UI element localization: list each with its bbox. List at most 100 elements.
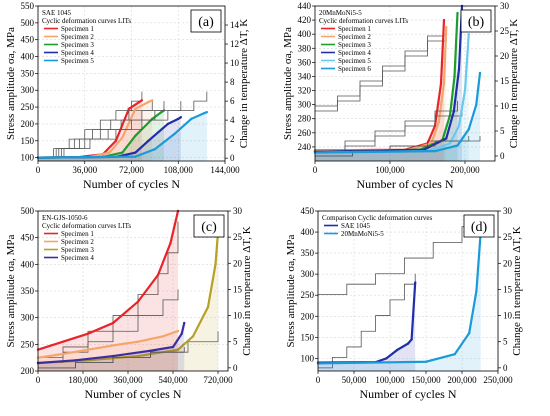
x-tick-label: 200,000 bbox=[450, 165, 480, 175]
x-tick-label: 250,000 bbox=[483, 375, 513, 385]
x-tick-label: 72,000 bbox=[119, 165, 144, 175]
y-tick-label: 420 bbox=[298, 15, 312, 25]
y-tick-label: 250 bbox=[21, 102, 35, 112]
legend-entry: 20MnMoNi5-5 bbox=[341, 230, 384, 238]
y2-tick-label: 20 bbox=[233, 258, 243, 268]
y2-tick-label: 0 bbox=[233, 363, 238, 373]
y-tick-label: 100 bbox=[301, 353, 315, 363]
stress-area bbox=[38, 112, 207, 161]
legend-entry: Specimen 3 bbox=[61, 246, 94, 254]
x-tick-label: 0 bbox=[36, 165, 41, 175]
y2-tick-label: 15 bbox=[233, 284, 243, 294]
y-tick-label: 150 bbox=[21, 136, 35, 146]
y2-tick-label: 0 bbox=[230, 153, 235, 163]
stress-point bbox=[121, 136, 124, 139]
stress-point bbox=[134, 107, 137, 110]
stress-point bbox=[445, 137, 448, 140]
legend-entry: Specimen 2 bbox=[61, 238, 94, 246]
stress-point bbox=[457, 124, 461, 127]
y-tick-label: 400 bbox=[21, 259, 35, 269]
legend-entry: Specimen 4 bbox=[61, 49, 94, 57]
y2-tick-label: 12 bbox=[230, 39, 239, 49]
stress-point bbox=[453, 75, 456, 78]
stress-line bbox=[37, 232, 220, 365]
stress-point bbox=[442, 18, 446, 22]
stress-area bbox=[315, 72, 480, 161]
legend-title: Cyclic deformation curves LITs bbox=[42, 17, 131, 25]
stress-area bbox=[318, 232, 481, 371]
stress-point bbox=[111, 321, 115, 325]
y2-tick-label: 30 bbox=[500, 1, 510, 11]
y2-tick-label: 30 bbox=[503, 206, 513, 216]
stress-point bbox=[410, 338, 413, 341]
panel-tag: (a) bbox=[198, 15, 214, 30]
x-tick-label: 720,000 bbox=[203, 375, 233, 385]
y2-tick-label: 25 bbox=[503, 232, 513, 242]
stress-area bbox=[315, 34, 469, 161]
stress-point bbox=[179, 115, 183, 119]
stress-line bbox=[317, 231, 482, 365]
legend-title: Cyclic deformation curves LITs bbox=[42, 222, 131, 230]
stress-point bbox=[149, 349, 152, 352]
y-tick-label: 250 bbox=[301, 290, 315, 300]
y2-tick-label: 5 bbox=[500, 126, 505, 136]
y2-tick-label: 10 bbox=[500, 101, 510, 111]
stress-area bbox=[315, 6, 462, 161]
series-specimen-4 bbox=[313, 4, 464, 161]
panel-tag: (d) bbox=[471, 220, 488, 235]
x-tick-label: 0 bbox=[313, 165, 318, 175]
panel-tag-box bbox=[463, 214, 495, 238]
panel-tag-box bbox=[193, 214, 225, 238]
y-axis-label: Stress amplitude σa, MPa bbox=[5, 27, 17, 140]
x-axis-label: Number of cycles N bbox=[85, 387, 182, 401]
x-tick-label: 36,000 bbox=[72, 165, 97, 175]
x-tick-label: 0 bbox=[36, 375, 41, 385]
x-tick-label: 144,000 bbox=[210, 165, 240, 175]
y2-tick-label: 30 bbox=[233, 206, 243, 216]
stress-point bbox=[136, 300, 140, 303]
stress-point bbox=[180, 332, 183, 335]
stress-point bbox=[147, 100, 150, 104]
stress-point bbox=[134, 134, 137, 137]
stress-point bbox=[160, 110, 163, 114]
legend-entry: Specimen 1 bbox=[338, 25, 371, 33]
y-tick-label: 500 bbox=[21, 18, 35, 28]
panel-tag-box bbox=[460, 9, 492, 33]
stress-point bbox=[61, 352, 65, 356]
stress-point bbox=[206, 305, 210, 309]
x-tick-label: 200,000 bbox=[447, 375, 477, 385]
stress-point bbox=[166, 122, 170, 126]
stress-point bbox=[147, 139, 150, 142]
stress-point bbox=[176, 329, 180, 333]
series-specimen-6 bbox=[313, 71, 482, 161]
temp-step-line bbox=[38, 346, 185, 369]
legend-entry: Specimen 2 bbox=[338, 33, 371, 41]
x-tick-label: 150,000 bbox=[411, 375, 441, 385]
stress-point bbox=[177, 117, 180, 121]
temp-step-line bbox=[318, 221, 482, 296]
legend-entry: Specimen 3 bbox=[338, 41, 371, 49]
stress-area bbox=[38, 232, 218, 371]
y-tick-label: 300 bbox=[21, 313, 35, 323]
stress-point bbox=[108, 151, 111, 154]
stress-point bbox=[183, 321, 186, 325]
y-tick-label: 300 bbox=[301, 269, 315, 279]
y-tick-label: 300 bbox=[298, 100, 312, 110]
y-tick-label: 300 bbox=[21, 85, 35, 95]
stress-area bbox=[38, 110, 164, 161]
stress-point bbox=[467, 32, 470, 36]
y2-axis-label: Change in temperature ΔT, K bbox=[511, 226, 523, 355]
y-tick-label: 450 bbox=[21, 35, 35, 45]
stress-point bbox=[153, 148, 157, 151]
y-tick-label: 380 bbox=[298, 43, 312, 53]
stress-point bbox=[205, 110, 209, 114]
stress-point bbox=[453, 352, 456, 356]
y-tick-label: 350 bbox=[21, 68, 35, 78]
x-tick-label: 360,000 bbox=[113, 375, 143, 385]
stress-point bbox=[456, 11, 459, 15]
stress-line bbox=[314, 5, 464, 153]
y2-axis-label: Change in temperature ΔT, K bbox=[508, 19, 520, 148]
y2-tick-label: 6 bbox=[230, 96, 235, 106]
